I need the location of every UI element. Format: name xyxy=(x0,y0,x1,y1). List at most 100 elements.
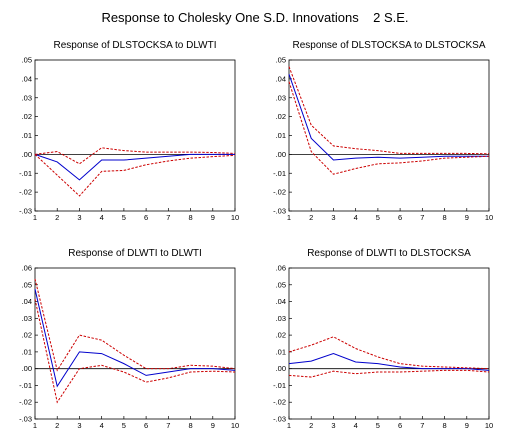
x-tick-label: 6 xyxy=(144,213,148,222)
y-tick-label: .04 xyxy=(276,297,286,306)
x-tick-label: 3 xyxy=(331,421,335,430)
response-line xyxy=(288,353,490,371)
x-tick-label: 3 xyxy=(77,421,81,430)
x-tick-label: 2 xyxy=(309,213,313,222)
panel-wti-to-wti: Response of DLWTI to DLWTI .06 .05 .04 .03 .0… xyxy=(19,248,239,430)
plot-frame xyxy=(34,267,236,420)
upper-band-line xyxy=(288,336,490,370)
y-tick-label: .05 xyxy=(22,280,32,289)
y-tick-label: .03 xyxy=(22,93,32,102)
response-line xyxy=(34,153,235,181)
x-tick-label: 6 xyxy=(398,213,402,222)
x-tick-label: 5 xyxy=(122,421,126,430)
x-tick-label: 8 xyxy=(188,213,192,222)
y-tick-label: .04 xyxy=(22,297,32,306)
x-tick-label: 1 xyxy=(287,213,291,222)
x-tick-label: 9 xyxy=(465,421,469,430)
y-tick-label: .06 xyxy=(276,264,286,273)
x-tick-label: 3 xyxy=(331,213,335,222)
plot-frame xyxy=(288,59,490,212)
response-line xyxy=(34,288,236,388)
main-title: Response to Cholesky One S.D. Innovation… xyxy=(101,10,409,25)
x-tick-label: 4 xyxy=(100,213,104,222)
y-tick-label: .02 xyxy=(22,331,32,340)
panel-title: Response of DLSTOCKSA to DLSTOCKSA xyxy=(292,40,485,51)
lower-band-line xyxy=(288,369,490,378)
y-tick-label: .04 xyxy=(22,74,32,83)
x-tick-label: 3 xyxy=(77,213,81,222)
y-tick-label: .05 xyxy=(276,56,286,65)
y-tick-label: .00 xyxy=(276,150,286,159)
lower-band-line xyxy=(34,298,236,404)
x-tick-label: 9 xyxy=(211,213,215,222)
y-tick-label: -.03 xyxy=(273,415,286,424)
y-tick-label: .01 xyxy=(22,131,32,140)
upper-band-line xyxy=(34,278,236,372)
panel-title: Response of DLWTI to DLSTOCKSA xyxy=(307,248,471,259)
y-tick-label: .00 xyxy=(276,364,286,373)
panel-title: Response of DLSTOCKSA to DLWTI xyxy=(53,40,216,51)
x-tick-label: 7 xyxy=(166,421,170,430)
x-tick-label: 1 xyxy=(287,421,291,430)
y-tick-label: .02 xyxy=(22,112,32,121)
x-tick-label: 1 xyxy=(33,213,37,222)
x-tick-label: 6 xyxy=(398,421,402,430)
x-tick-label: 2 xyxy=(309,421,313,430)
y-tick-label: -.02 xyxy=(273,398,286,407)
y-tick-label: -.01 xyxy=(273,169,286,178)
x-tick-label: 6 xyxy=(144,421,148,430)
plot-frame xyxy=(34,59,236,212)
x-tick-label: 4 xyxy=(354,213,358,222)
x-tick-label: 4 xyxy=(100,421,104,430)
x-tick-label: 10 xyxy=(485,421,493,430)
y-tick-label: .01 xyxy=(276,347,286,356)
x-tick-label: 5 xyxy=(122,213,126,222)
y-tick-label: .05 xyxy=(22,56,32,65)
x-tick-label: 8 xyxy=(442,421,446,430)
response-line xyxy=(288,73,489,161)
y-tick-label: -.03 xyxy=(19,207,32,216)
x-tick-label: 10 xyxy=(231,213,239,222)
y-tick-label: .02 xyxy=(276,112,286,121)
lower-band-line xyxy=(34,154,236,197)
x-tick-label: 8 xyxy=(442,213,446,222)
y-tick-label: -.03 xyxy=(273,207,286,216)
y-tick-label: .03 xyxy=(276,314,286,323)
x-tick-label: 2 xyxy=(55,421,59,430)
x-tick-label: 10 xyxy=(485,213,493,222)
x-tick-label: 7 xyxy=(420,213,424,222)
x-tick-label: 9 xyxy=(211,421,215,430)
y-tick-label: .03 xyxy=(276,93,286,102)
y-tick-label: .02 xyxy=(276,331,286,340)
y-tick-label: .05 xyxy=(276,280,286,289)
y-tick-label: -.02 xyxy=(19,188,32,197)
x-tick-label: 1 xyxy=(33,421,37,430)
y-tick-label: .01 xyxy=(22,347,32,356)
panel-stock-to-stock: Response of DLSTOCKSA to DLSTOCKSA .05 .04… xyxy=(273,40,493,222)
upper-band-line xyxy=(288,66,490,155)
y-tick-label: -.01 xyxy=(19,169,32,178)
x-tick-label: 9 xyxy=(465,213,469,222)
y-tick-label: .04 xyxy=(276,74,286,83)
panel-title: Response of DLWTI to DLWTI xyxy=(68,248,202,259)
y-tick-label: .06 xyxy=(22,264,32,273)
plot-frame xyxy=(288,267,490,420)
panel-wti-to-stock: Response of DLWTI to DLSTOCKSA .06 .05 .04.… xyxy=(273,248,493,430)
y-tick-label: -.01 xyxy=(19,381,32,390)
lower-band-line xyxy=(288,81,490,175)
x-tick-label: 8 xyxy=(188,421,192,430)
x-tick-label: 5 xyxy=(376,213,380,222)
x-tick-label: 4 xyxy=(354,421,358,430)
y-tick-label: -.02 xyxy=(273,188,286,197)
y-tick-label: .03 xyxy=(22,314,32,323)
upper-band-line xyxy=(34,147,236,165)
x-tick-label: 10 xyxy=(231,421,239,430)
y-tick-label: -.02 xyxy=(19,398,32,407)
panel-stock-to-wti: Response of DLSTOCKSA to DLWTI .05 .04 .03.… xyxy=(19,40,239,222)
y-tick-label: .00 xyxy=(22,364,32,373)
x-tick-label: 5 xyxy=(376,421,380,430)
y-tick-label: .00 xyxy=(22,150,32,159)
x-tick-label: 2 xyxy=(55,213,59,222)
y-tick-label: .01 xyxy=(276,131,286,140)
